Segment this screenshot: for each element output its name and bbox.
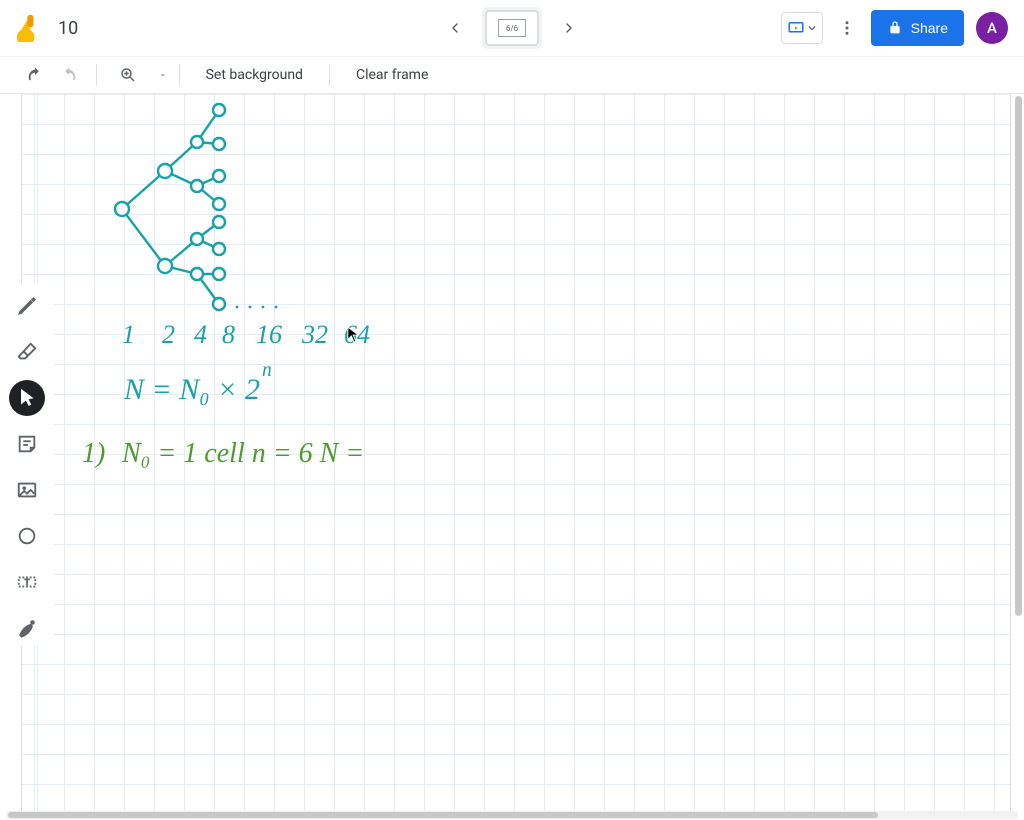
formula-teal: N = N₀ × 2n: [124, 372, 270, 407]
clear-frame-button[interactable]: Clear frame: [342, 60, 442, 90]
number-2: 2: [162, 320, 175, 350]
select-tool[interactable]: [9, 380, 45, 416]
text-box-tool[interactable]: T: [9, 564, 45, 600]
canvas[interactable]: 1248163264 N = N₀ × 2n 1)N₀ = 1 cell n =…: [22, 94, 1010, 814]
more-options-button[interactable]: [835, 16, 859, 40]
workspace: T 1248163264 N = N₀ × 2n 1)N₀ = 1 cell n…: [0, 94, 1024, 820]
set-background-button[interactable]: Set background: [192, 60, 317, 90]
shape-tool[interactable]: [9, 518, 45, 554]
number-16: 16: [256, 320, 282, 350]
vertical-scrollbar-thumb[interactable]: [1015, 96, 1022, 616]
frame-counter: 6/6: [498, 19, 526, 37]
redo-button[interactable]: [54, 60, 84, 90]
vertical-scrollbar[interactable]: [1013, 94, 1023, 808]
toolbar-separator: [96, 64, 97, 86]
tree-diagram: [22, 94, 322, 324]
prev-frame-button[interactable]: [443, 16, 467, 40]
frame-navigator: 6/6: [443, 10, 581, 46]
toolbar-separator: [329, 64, 330, 86]
toolbar: - Set background Clear frame: [0, 56, 1024, 94]
top-right-controls: Share A: [781, 10, 1008, 46]
pen-tool[interactable]: [9, 288, 45, 324]
number-4: 4: [194, 320, 207, 350]
number-8: 8: [222, 320, 235, 350]
avatar[interactable]: A: [976, 12, 1008, 44]
canvas-scroll[interactable]: 1248163264 N = N₀ × 2n 1)N₀ = 1 cell n =…: [0, 94, 1024, 820]
next-frame-button[interactable]: [557, 16, 581, 40]
frame-selector[interactable]: 6/6: [485, 10, 539, 46]
number-1: 1: [122, 320, 135, 350]
horizontal-scrollbar[interactable]: [6, 811, 1018, 819]
share-label: Share: [911, 20, 948, 36]
zoom-level: -: [145, 68, 175, 83]
side-toolbar: T: [0, 284, 54, 646]
svg-text:T: T: [24, 578, 29, 587]
eraser-tool[interactable]: [9, 334, 45, 370]
mouse-cursor-icon: [347, 326, 361, 344]
toolbar-separator: [179, 64, 180, 86]
present-button[interactable]: [781, 12, 823, 44]
document-title[interactable]: 10: [58, 18, 78, 39]
undo-button[interactable]: [20, 60, 50, 90]
zoom-controls: -: [113, 60, 175, 90]
share-button[interactable]: Share: [871, 10, 964, 46]
number-32: 32: [302, 320, 328, 350]
top-bar: 10 6/6 Share A: [0, 0, 1024, 56]
image-tool[interactable]: [9, 472, 45, 508]
sticky-note-tool[interactable]: [9, 426, 45, 462]
horizontal-scrollbar-thumb[interactable]: [8, 812, 878, 818]
zoom-button[interactable]: [113, 60, 143, 90]
lock-icon: [887, 20, 903, 36]
ink-layer: 1248163264 N = N₀ × 2n 1)N₀ = 1 cell n =…: [22, 94, 1010, 814]
laser-tool[interactable]: [9, 610, 45, 646]
jamboard-logo-icon: [16, 14, 44, 42]
